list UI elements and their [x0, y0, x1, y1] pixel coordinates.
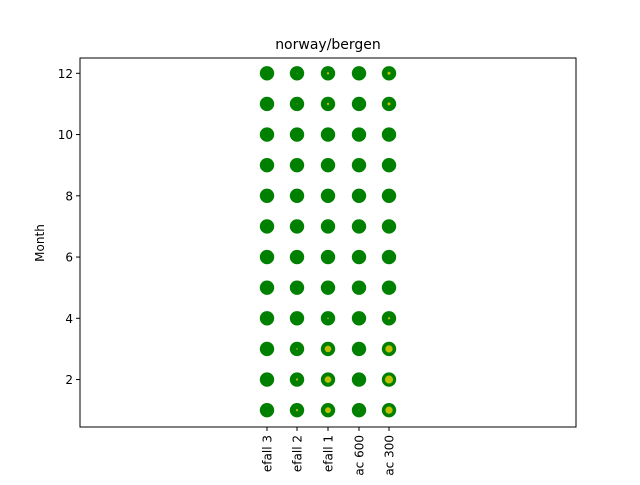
inner-point [384, 344, 394, 354]
outer-point [259, 127, 275, 142]
outer-point [351, 311, 367, 326]
outer-point [351, 66, 367, 81]
outer-point [351, 96, 367, 112]
outer-point [289, 249, 305, 265]
inner-point [384, 405, 394, 415]
x-tick-label: efall 2 [291, 435, 305, 472]
outer-point [259, 280, 275, 295]
outer-point [381, 280, 397, 295]
inner-point [295, 377, 299, 382]
outer-point [259, 249, 275, 265]
y-tick-label: 8 [65, 189, 73, 203]
y-axis-label: Month [33, 224, 47, 262]
outer-point [351, 372, 367, 387]
outer-point [351, 341, 367, 357]
outer-point [320, 219, 336, 234]
x-axis-ticks: efall 3 efall 2 efall 1 ac 600 ac 300 [261, 427, 397, 476]
chart-title: norway/bergen [275, 37, 381, 53]
inner-point [387, 316, 391, 321]
inner-point [295, 72, 299, 75]
inner-point [324, 345, 332, 353]
plot-area [79, 57, 577, 428]
inner-point [295, 408, 299, 412]
outer-point [351, 249, 367, 265]
y-axis-ticks: 2 4 6 8 10 12 [58, 67, 80, 387]
outer-point [381, 157, 397, 173]
outer-point [381, 249, 397, 265]
inner-point [386, 71, 392, 76]
inner-point [295, 102, 299, 105]
x-tick-label: ac 300 [383, 435, 397, 476]
outer-point [320, 249, 336, 265]
y-tick-label: 2 [65, 373, 73, 387]
outer-point [289, 219, 305, 234]
outer-point [320, 157, 336, 173]
inner-point [324, 406, 332, 414]
outer-point [289, 280, 305, 295]
outer-point [259, 219, 275, 234]
y-tick-label: 6 [65, 251, 73, 265]
inner-point [326, 102, 330, 106]
data-points [259, 66, 397, 418]
outer-point [351, 127, 367, 142]
inner-point [326, 71, 330, 76]
outer-point [259, 341, 275, 357]
outer-point [259, 96, 275, 112]
outer-point [320, 127, 336, 142]
outer-point [381, 219, 397, 234]
outer-point [259, 66, 275, 81]
y-tick-label: 12 [58, 67, 73, 81]
outer-point [320, 188, 336, 204]
x-tick-label: ac 600 [353, 435, 367, 476]
outer-point [351, 219, 367, 234]
outer-point [289, 311, 305, 326]
x-tick-label: efall 1 [322, 435, 336, 472]
outer-point [351, 157, 367, 173]
outer-point [289, 127, 305, 142]
outer-point [351, 188, 367, 204]
outer-point [259, 188, 275, 204]
outer-point [381, 188, 397, 204]
outer-point [259, 372, 275, 387]
inner-point [384, 374, 394, 385]
outer-point [259, 157, 275, 173]
inner-point [326, 316, 330, 320]
x-tick-label: efall 3 [261, 435, 275, 472]
outer-point [351, 280, 367, 295]
outer-point [259, 311, 275, 326]
outer-point [381, 127, 397, 142]
outer-point [289, 188, 305, 204]
outer-point [320, 280, 336, 295]
inner-point [357, 409, 361, 412]
y-tick-label: 10 [58, 128, 73, 142]
inner-point [386, 101, 392, 107]
outer-point [289, 157, 305, 173]
inner-point [324, 375, 332, 384]
y-tick-label: 4 [65, 312, 73, 326]
outer-point [259, 402, 275, 418]
inner-point [295, 347, 299, 351]
